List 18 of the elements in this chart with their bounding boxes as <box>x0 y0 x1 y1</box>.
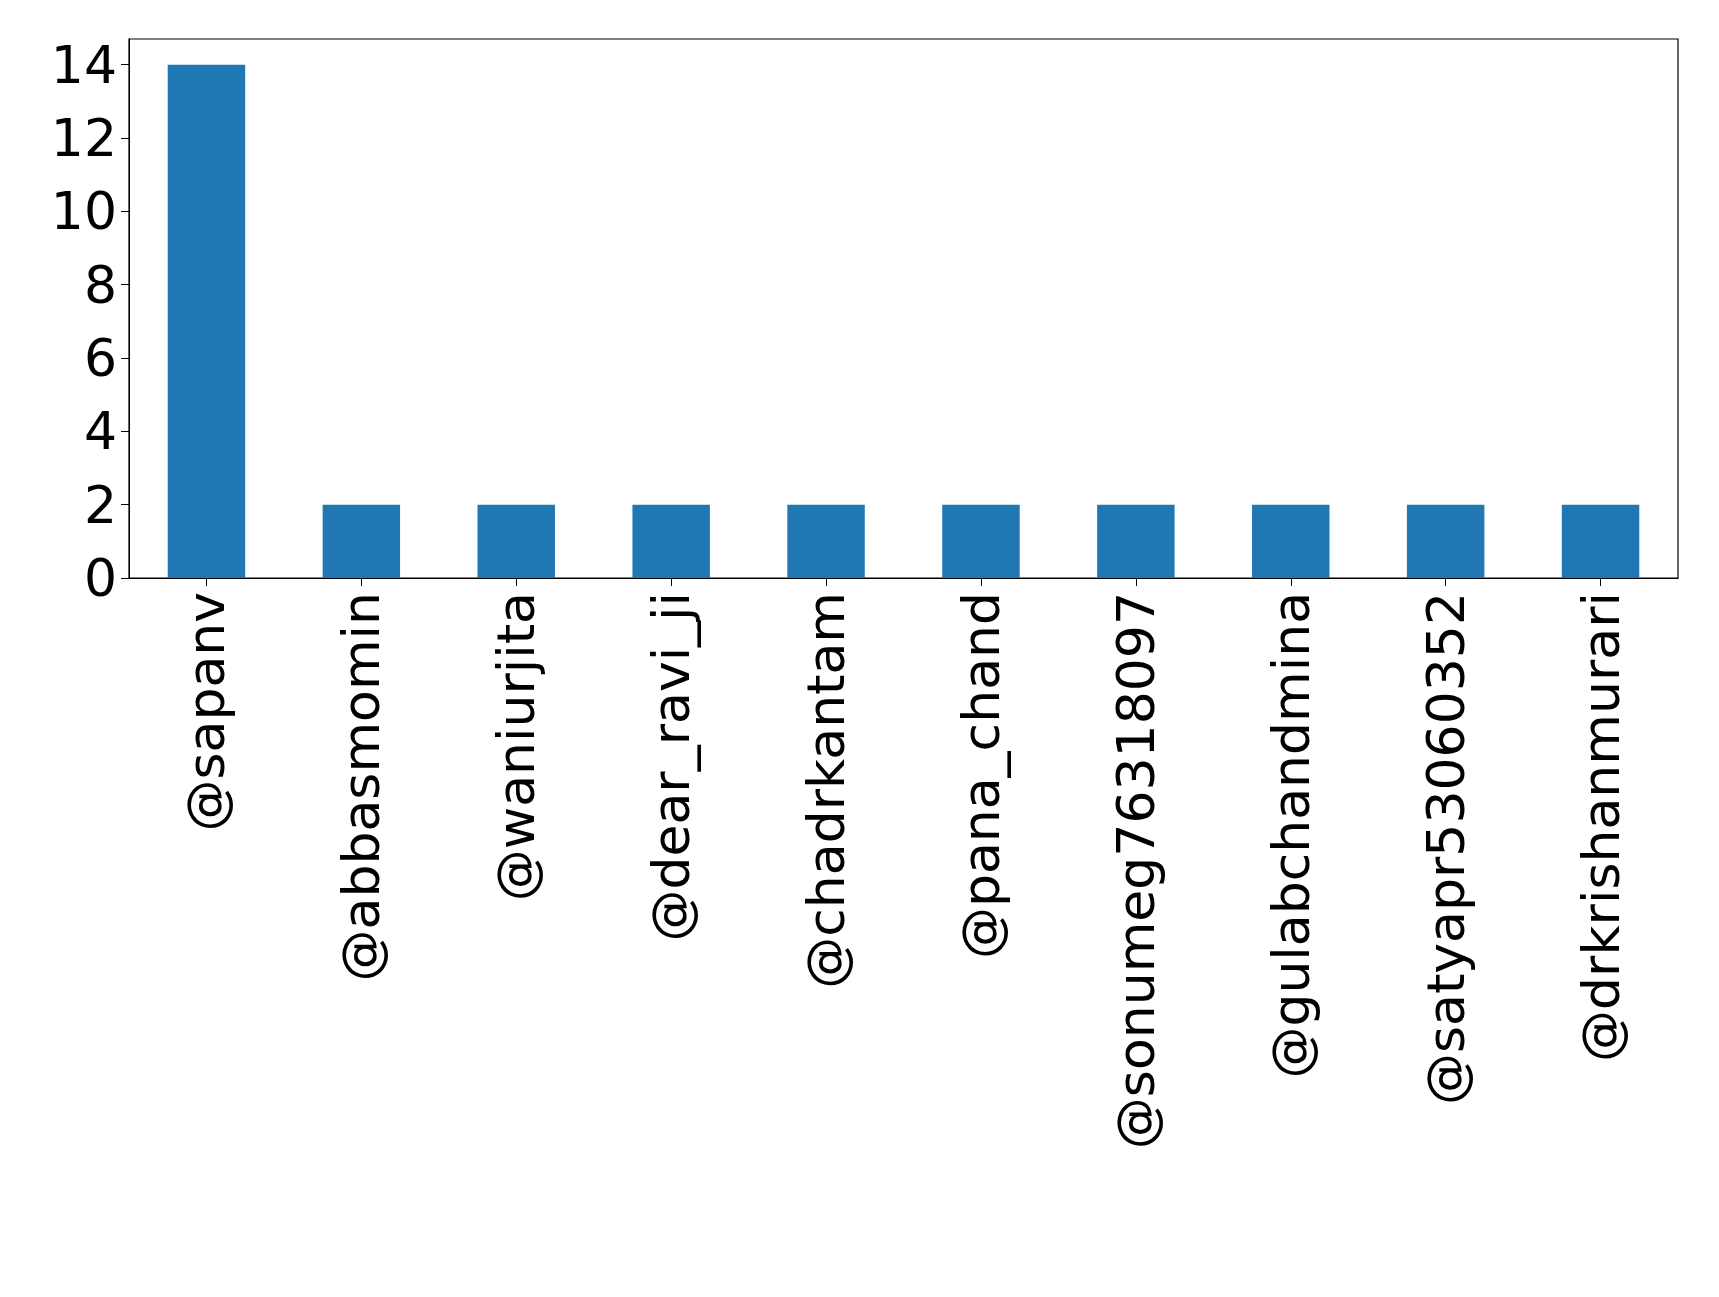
x-tick-label: @pana_chand <box>950 592 1011 960</box>
x-tick-label: @dear_ravi_ji <box>641 592 702 942</box>
x-tick-label: @satyapr53060352 <box>1415 592 1476 1106</box>
x-tick-label: @chadrkantam <box>796 592 857 989</box>
y-tick-label: 2 <box>83 474 117 535</box>
y-tick-label: 6 <box>83 328 117 388</box>
y-tick-label: 12 <box>50 108 117 168</box>
x-tick-label: @abbasmomin <box>331 592 392 982</box>
x-tick-label: @sonumeg76318097 <box>1105 592 1166 1150</box>
y-tick-label: 14 <box>50 34 117 95</box>
x-tick-label: @sapanv <box>176 592 237 832</box>
y-tick-label: 10 <box>50 181 117 242</box>
x-tick-label: @waniurjita <box>486 592 547 902</box>
y-tick-label: 0 <box>83 548 117 608</box>
x-tick-label: @drkrishanmurari <box>1570 592 1631 1062</box>
y-tick-label: 4 <box>83 401 117 462</box>
y-tick-label: 8 <box>83 254 117 315</box>
x-tick-label: @gulabchandmina <box>1260 592 1321 1079</box>
